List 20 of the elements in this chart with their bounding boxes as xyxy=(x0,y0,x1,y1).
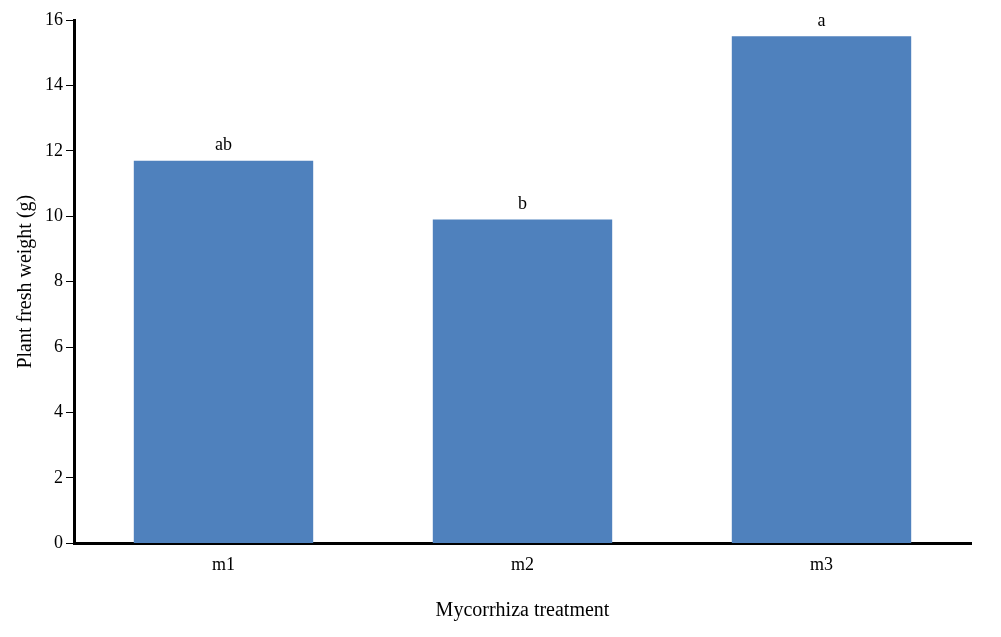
bar xyxy=(133,160,314,543)
y-tick-label: 2 xyxy=(54,466,63,487)
bar xyxy=(432,219,613,543)
annotation: a xyxy=(817,10,826,31)
y-axis-title: Plant fresh weight (g) xyxy=(13,194,37,369)
y-tick-label: 6 xyxy=(54,335,63,356)
x-tick-label: m3 xyxy=(809,553,834,574)
y-tick-label: 14 xyxy=(45,74,63,95)
annotation: ab xyxy=(215,134,232,155)
x-tick-label: m1 xyxy=(211,553,236,574)
y-tick-label: 8 xyxy=(54,270,63,291)
y-tick-label: 10 xyxy=(45,205,63,226)
y-tick-label: 16 xyxy=(45,8,63,29)
x-axis-title: Mycorrhiza treatment xyxy=(435,598,610,622)
y-tick-label: 12 xyxy=(45,139,63,160)
x-tick-label: m2 xyxy=(510,553,535,574)
bar xyxy=(731,36,912,543)
y-tick-label: 0 xyxy=(54,532,63,553)
y-tick-label: 4 xyxy=(54,401,63,422)
annotation: b xyxy=(518,193,527,214)
